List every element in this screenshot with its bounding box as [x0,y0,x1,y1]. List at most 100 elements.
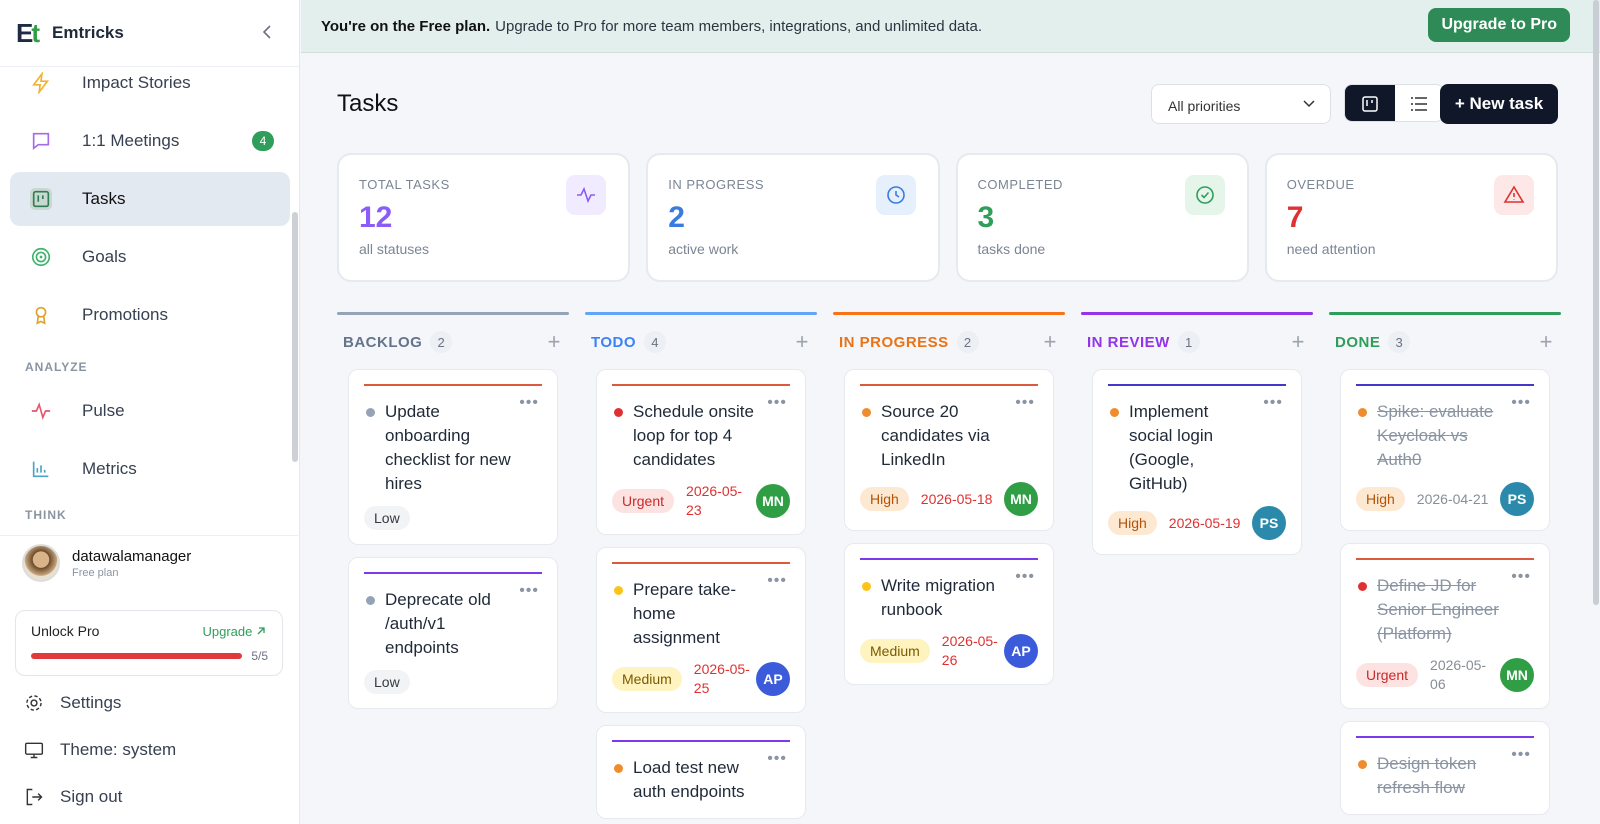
task-card[interactable]: Update onboarding checklist for new hire… [348,369,558,545]
banner-text: Upgrade to Pro for more team members, in… [495,17,983,35]
section-title: THINK [25,508,67,522]
user[interactable]: datawalamanager Free plan [22,544,191,582]
more-menu[interactable]: ••• [1511,394,1531,411]
stat-label: TOTAL TASKS [359,177,450,192]
footer-link[interactable]: Sign out [24,787,122,807]
priority-pill: Urgent [612,489,675,513]
sidebar: Et Emtricks Impact Stories 1:1 Meetings 4… [0,0,300,824]
plan-banner: You're on the Free plan. Upgrade to Pro … [301,0,1600,53]
icon [31,247,51,267]
accent-line [1108,384,1286,386]
more-menu[interactable]: ••• [519,582,539,599]
add-card[interactable]: + [547,329,561,354]
user-name: datawalamanager [72,547,192,565]
task-meta: High 2026-04-21 PS [1356,482,1534,516]
priority-dot [614,764,623,773]
nav-item[interactable]: Promotions [10,288,290,342]
task-card[interactable]: Spike: evaluate Keycloak vs Auth0 ••• High… [1340,369,1550,531]
footer-link[interactable]: Theme: system [24,740,176,760]
more-menu[interactable]: ••• [1511,568,1531,585]
add-card[interactable]: + [1043,329,1057,354]
task-card[interactable]: Implement social login (Google, GitHub) •… [1092,369,1302,555]
task-row: Define JD for Senior Engineer (Platform) [1356,574,1534,646]
stat-icon [566,175,607,215]
stat-sub: active work [668,241,739,257]
nav-item[interactable]: 1:1 Meetings 4 [10,114,290,168]
stat-sub: need attention [1286,241,1376,257]
assignee-avatar: PS [1500,482,1534,516]
priority-dot [366,408,375,417]
board-view[interactable] [1345,85,1395,121]
more-menu[interactable]: ••• [767,750,787,767]
priority-dot [366,596,375,605]
upgrade-link[interactable]: Upgrade [203,624,267,639]
accent-line [612,562,790,564]
task-card[interactable]: Source 20 candidates via LinkedIn ••• High… [844,369,1054,531]
filter-label: All priorities [1168,98,1241,114]
task-card[interactable]: Write migration runbook ••• Medium 2026-05-… [844,543,1054,685]
priority-pill: Medium [860,639,930,663]
assignee-avatar: MN [1500,658,1534,692]
task-row: Prepare take-home assignment [612,578,790,650]
priority-pill: Low [364,506,410,530]
add-card[interactable]: + [795,329,809,354]
icon [257,627,265,635]
nav-item[interactable]: Goals [10,230,290,284]
upgrade-button[interactable]: Upgrade to Pro [1428,8,1570,42]
add-card[interactable]: + [1291,329,1305,354]
nav-label: Promotions [82,305,168,324]
due-date: 2026-05-25 [693,661,750,696]
accent-line [364,384,542,386]
nav-item[interactable]: Tasks [10,172,290,226]
column-name: BACKLOG [343,333,423,351]
nav-item[interactable]: Metrics [10,442,290,496]
new-task-button[interactable]: + New task [1440,84,1558,124]
stat-label: IN PROGRESS [668,177,765,192]
scrollbar[interactable] [292,212,298,462]
nav: Impact Stories 1:1 Meetings 4 Tasks Goals… [0,68,300,536]
column-name: TODO [591,333,637,351]
more-menu[interactable]: ••• [1263,394,1283,411]
collapse-button[interactable] [258,22,278,42]
task-title: Schedule onsite loop for top 4 candidate… [633,402,754,469]
task-card[interactable]: Deprecate old /auth/v1 endpoints ••• Low [348,557,558,709]
column: TODO 4 + Schedule onsite loop for top 4 can… [585,312,817,824]
column-name: DONE [1335,333,1381,351]
scrollbar[interactable] [1593,0,1599,605]
more-menu[interactable]: ••• [767,572,787,589]
more-menu[interactable]: ••• [519,394,539,411]
priority-filter[interactable]: All priorities [1151,84,1331,124]
stat-icon [875,175,916,215]
assignee-avatar: AP [756,662,790,696]
list-view[interactable] [1395,85,1444,122]
task-card[interactable]: Define JD for Senior Engineer (Platform)… [1340,543,1550,709]
column: IN REVIEW 1 + Implement social login (Googl… [1081,312,1313,824]
stat-value: 2 [668,201,685,234]
user-avatar [22,544,60,582]
task-card[interactable]: Design token refresh flow ••• [1340,721,1550,815]
add-card[interactable]: + [1539,329,1553,354]
stats: TOTAL TASKS 12 all statuses IN PROGRESS 2 act… [337,153,1558,282]
stat-card: TOTAL TASKS 12 all statuses [337,153,631,282]
nav-item[interactable]: Pulse [10,384,290,438]
stat-card: OVERDUE 7 need attention [1264,153,1558,282]
task-title: Load test new auth endpoints [633,758,745,801]
more-menu[interactable]: ••• [1015,568,1035,585]
nav-item[interactable]: Impact Stories [10,68,290,110]
task-row: Spike: evaluate Keycloak vs Auth0 [1356,400,1534,472]
footer-link[interactable]: Settings [24,693,121,713]
priority-dot [614,408,623,417]
task-meta: Urgent 2026-05-23 MN [612,482,790,520]
section-title: ANALYZE [25,360,88,374]
more-menu[interactable]: ••• [1015,394,1035,411]
more-menu[interactable]: ••• [1511,746,1531,763]
priority-dot [1110,408,1119,417]
task-card[interactable]: Load test new auth endpoints ••• [596,725,806,819]
task-card[interactable]: Schedule onsite loop for top 4 candidate… [596,369,806,535]
icon [1503,185,1525,203]
task-card[interactable]: Prepare take-home assignment ••• Medium 202… [596,547,806,713]
nav-label: Tasks [82,189,126,208]
nav-label: Impact Stories [82,73,191,92]
more-menu[interactable]: ••• [767,394,787,411]
